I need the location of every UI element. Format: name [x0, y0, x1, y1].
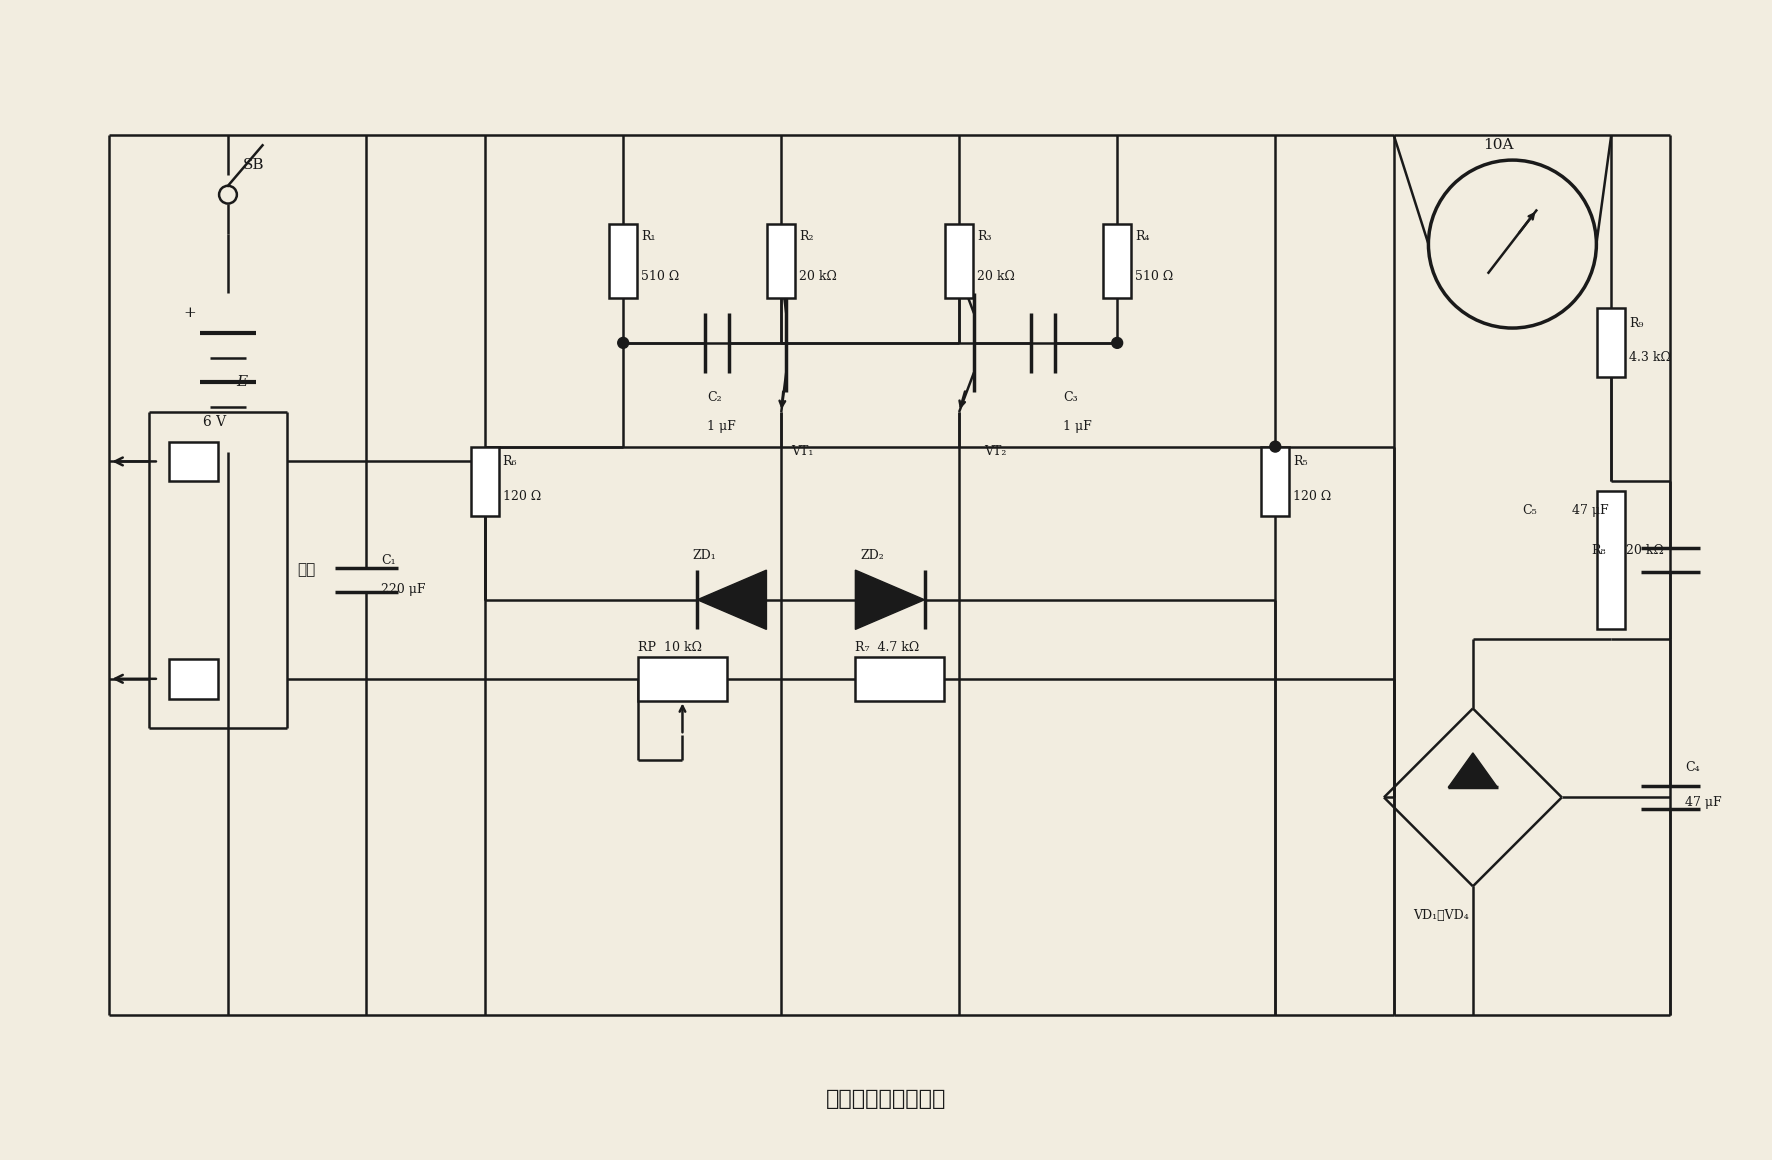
Text: 20 kΩ: 20 kΩ — [1627, 544, 1664, 557]
Text: R₆: R₆ — [503, 455, 517, 467]
Circle shape — [1111, 338, 1123, 348]
Bar — [1597, 309, 1625, 377]
Bar — [168, 442, 218, 481]
Circle shape — [618, 338, 629, 348]
Text: C₃: C₃ — [1063, 391, 1077, 404]
Text: 510 Ω: 510 Ω — [641, 269, 679, 283]
Text: R₇  4.7 kΩ: R₇ 4.7 kΩ — [856, 640, 920, 654]
Text: 510 Ω: 510 Ω — [1136, 269, 1173, 283]
Text: SB: SB — [243, 158, 264, 172]
Text: ZD₁: ZD₁ — [693, 549, 716, 561]
Text: 1 μF: 1 μF — [707, 420, 735, 434]
Bar — [1597, 491, 1625, 630]
Text: C₅: C₅ — [1522, 505, 1536, 517]
Bar — [856, 657, 944, 701]
Bar — [767, 224, 796, 298]
Text: 6 V: 6 V — [204, 415, 227, 429]
Text: R₂: R₂ — [799, 230, 813, 244]
Polygon shape — [1448, 753, 1497, 788]
Text: R₅: R₅ — [1294, 455, 1308, 467]
Text: −: − — [184, 443, 197, 461]
Text: 10A: 10A — [1483, 138, 1513, 152]
Text: VD₁～VD₄: VD₁～VD₄ — [1414, 909, 1469, 922]
Text: R₄: R₄ — [1136, 230, 1150, 244]
Circle shape — [1271, 441, 1281, 452]
Text: R₈: R₈ — [1591, 544, 1605, 557]
Text: C₂: C₂ — [707, 391, 721, 404]
Bar — [610, 224, 636, 298]
Text: C₄: C₄ — [1685, 761, 1699, 774]
Bar — [638, 657, 727, 701]
Text: 120 Ω: 120 Ω — [1294, 490, 1331, 502]
Text: R₁: R₁ — [641, 230, 656, 244]
Bar — [168, 659, 218, 698]
Text: R₃: R₃ — [976, 230, 991, 244]
Text: C₁: C₁ — [381, 553, 395, 567]
Bar — [471, 447, 498, 516]
Text: VT₁: VT₁ — [790, 445, 813, 458]
Bar — [944, 224, 973, 298]
Bar — [1104, 224, 1131, 298]
Polygon shape — [856, 570, 925, 630]
Text: ZD₂: ZD₂ — [861, 549, 884, 561]
Text: RP  10 kΩ: RP 10 kΩ — [638, 640, 702, 654]
Text: R₉: R₉ — [1628, 317, 1643, 329]
Text: 120 Ω: 120 Ω — [503, 490, 540, 502]
Text: E: E — [236, 376, 246, 390]
Text: 土壤湿度测量器电路: 土壤湿度测量器电路 — [826, 1088, 946, 1110]
Text: 1 μF: 1 μF — [1063, 420, 1092, 434]
Text: 220 μF: 220 μF — [381, 583, 425, 596]
Text: 47 μF: 47 μF — [1572, 505, 1609, 517]
Text: 20 kΩ: 20 kΩ — [976, 269, 1015, 283]
Text: 20 kΩ: 20 kΩ — [799, 269, 836, 283]
Text: 探针: 探针 — [298, 563, 315, 578]
Text: VT₂: VT₂ — [983, 445, 1006, 458]
Polygon shape — [698, 570, 767, 630]
Text: 4.3 kΩ: 4.3 kΩ — [1628, 351, 1671, 364]
Text: +: + — [184, 306, 197, 320]
Bar — [1262, 447, 1288, 516]
Text: 47 μF: 47 μF — [1685, 796, 1722, 809]
